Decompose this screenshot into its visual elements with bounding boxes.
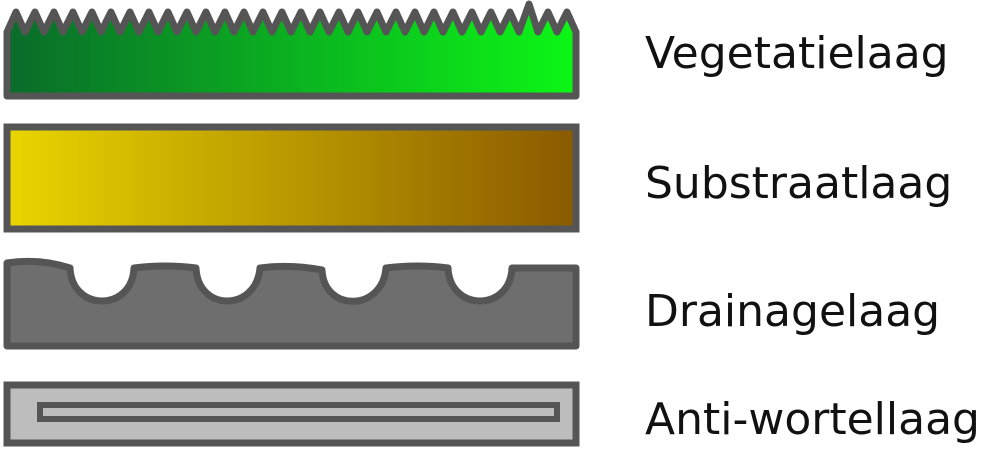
label-substrate-layer: Substraatlaag xyxy=(645,158,953,209)
substrate-layer xyxy=(3,123,580,233)
label-drainage-layer: Drainagelaag xyxy=(645,286,941,337)
drainage-layer xyxy=(3,257,580,350)
vegetation-layer xyxy=(3,0,580,100)
label-root-barrier-layer: Anti-wortellaag xyxy=(645,394,980,445)
root-barrier-inner-strip xyxy=(37,402,560,422)
label-vegetation-layer: Vegetatielaag xyxy=(645,28,949,79)
